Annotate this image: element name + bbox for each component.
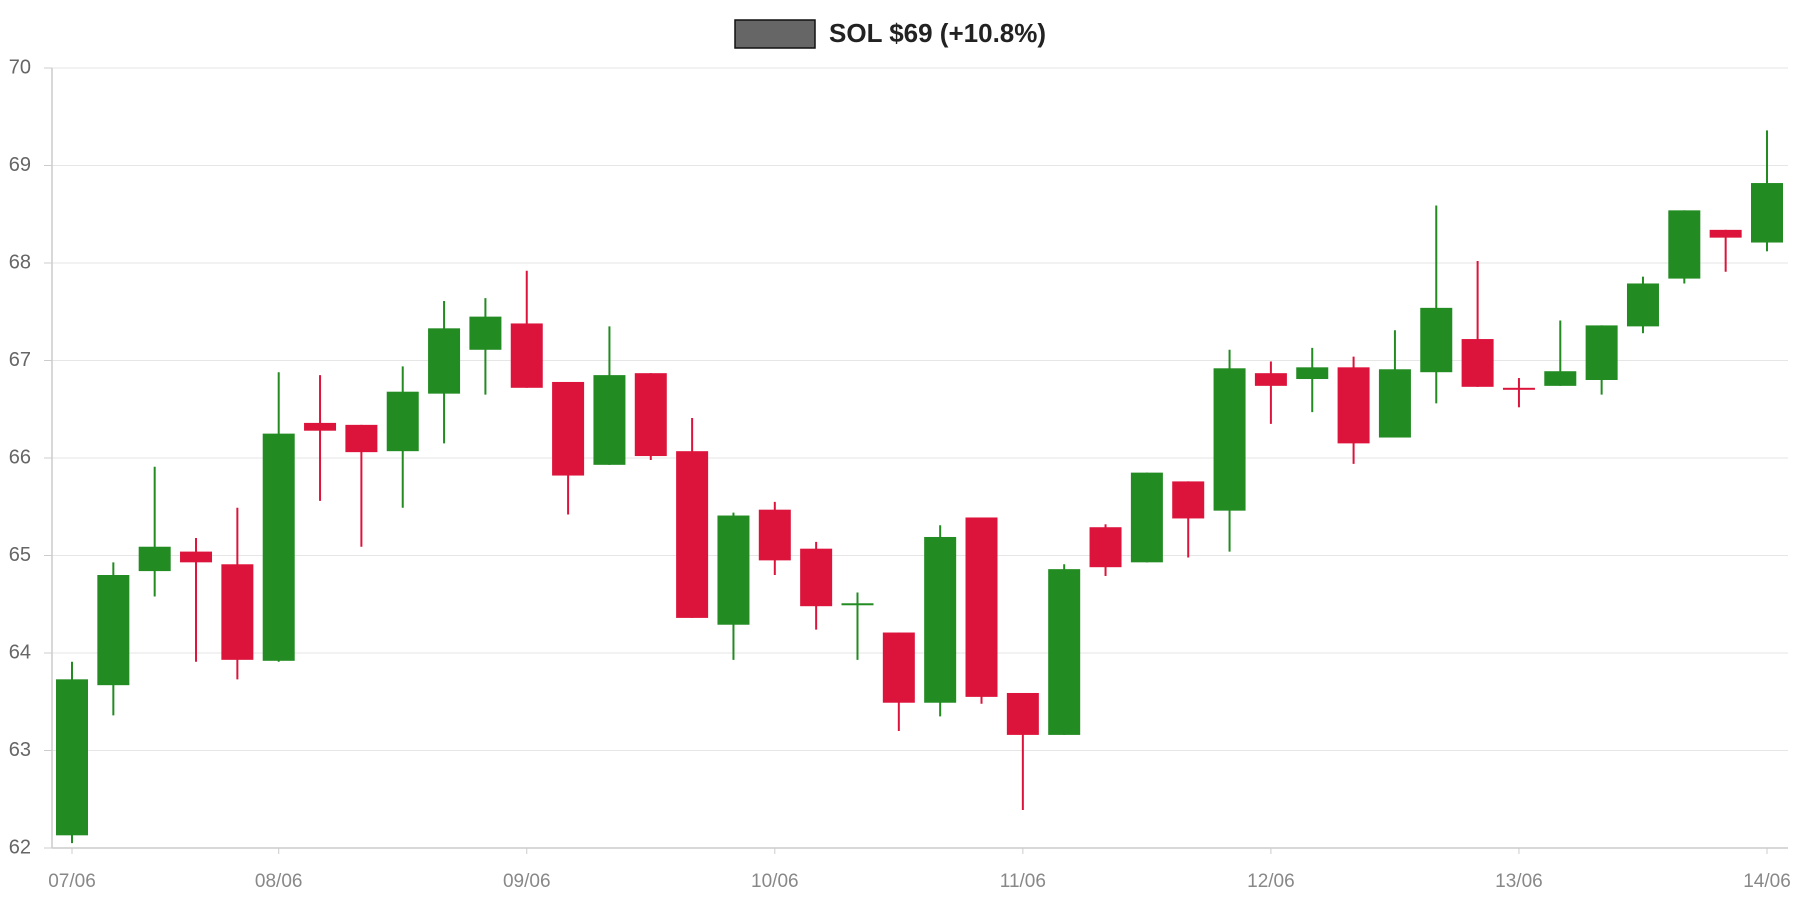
x-tick-label: 13/06 [1495, 871, 1543, 892]
candle-body [1709, 229, 1742, 238]
y-tick-label: 66 [9, 446, 31, 468]
candle-body [469, 316, 502, 350]
candle-body [1461, 339, 1494, 387]
candle-body [841, 603, 874, 606]
y-tick-label: 69 [9, 154, 31, 176]
x-tick-label: 10/06 [751, 871, 799, 892]
legend-swatch[interactable] [734, 19, 816, 49]
y-tick-label: 67 [9, 349, 31, 371]
candle-body [1172, 481, 1205, 519]
candle-body [1048, 569, 1081, 735]
candle-body [552, 381, 585, 476]
x-tick-label: 08/06 [255, 871, 303, 892]
candle-body [1254, 373, 1287, 386]
candle-body [1006, 692, 1039, 735]
y-tick-label: 70 [9, 56, 31, 78]
y-tick-label: 62 [9, 836, 31, 858]
candle-body [1751, 183, 1783, 243]
candle-body [1213, 368, 1246, 511]
candle-body [97, 575, 130, 686]
candle-body [1130, 472, 1163, 563]
candle-body [924, 536, 957, 703]
candle-body [758, 509, 791, 561]
candle-body [1544, 371, 1577, 386]
y-tick-label: 64 [9, 641, 31, 663]
candle-body [717, 515, 750, 625]
candle-body [221, 564, 254, 660]
candle-body [1668, 210, 1701, 279]
candle-body [345, 424, 378, 453]
candle-body [676, 451, 709, 618]
candle-body [510, 323, 543, 388]
candle-body [634, 373, 667, 457]
candle-body [965, 517, 998, 697]
candle-body [1420, 307, 1453, 373]
candle-body [262, 433, 295, 661]
candle-body [1502, 387, 1535, 390]
y-tick-label: 63 [9, 739, 31, 761]
candle-body [1626, 283, 1659, 327]
x-tick-label: 09/06 [503, 871, 551, 892]
candle-body [1089, 527, 1122, 568]
legend-label[interactable]: SOL $69 (+10.8%) [829, 18, 1046, 48]
candle-body [800, 548, 833, 607]
candle-body [304, 422, 337, 431]
x-tick-label: 14/06 [1743, 871, 1791, 892]
candle-body [56, 679, 88, 836]
candle-body [882, 632, 915, 703]
candle-body [1337, 367, 1370, 444]
candle-body [138, 546, 171, 572]
x-tick-label: 12/06 [1247, 871, 1295, 892]
x-tick-label: 11/06 [1000, 871, 1046, 892]
candle-body [428, 328, 461, 394]
candle-body [593, 375, 626, 465]
candle-body [180, 551, 213, 563]
candle-body [1378, 369, 1411, 438]
y-tick-label: 68 [9, 251, 31, 273]
candle-body [1296, 367, 1329, 380]
candle-body [1585, 325, 1618, 380]
candle-body [386, 391, 419, 452]
x-tick-label: 07/06 [48, 871, 96, 892]
y-tick-label: 65 [9, 544, 31, 566]
